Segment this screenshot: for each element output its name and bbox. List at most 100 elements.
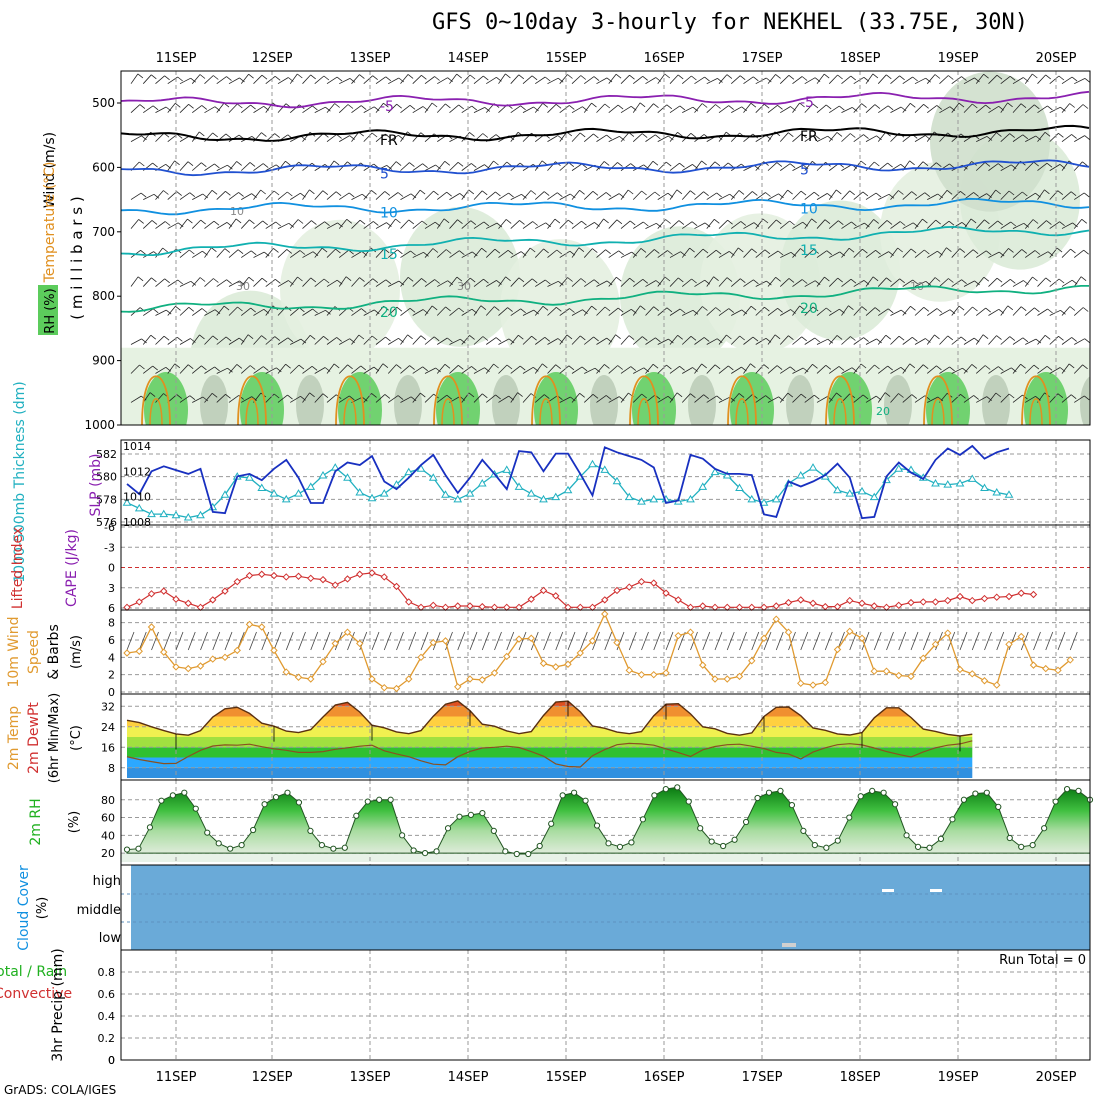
wind-barb-flag [531, 75, 538, 81]
precip-tick-label: 0.4 [98, 1010, 116, 1023]
wind-barb-flag [177, 76, 183, 82]
wind-barb [914, 104, 924, 113]
wind-barb [975, 219, 985, 229]
wind-barb-flag [1022, 337, 1029, 343]
wind-barb [375, 305, 384, 316]
wind-barb [167, 248, 177, 258]
wind-barb-flag [385, 133, 391, 139]
surface-barb [702, 631, 711, 651]
wind-barb [988, 308, 1000, 316]
wind-barb [253, 335, 262, 345]
wind-barb-flag [496, 222, 503, 228]
wind-barb [853, 222, 865, 229]
wind-speed-point [294, 673, 303, 681]
wind-barb-flag [765, 192, 771, 197]
wind-barb [694, 279, 705, 287]
wind-barb [277, 394, 288, 403]
wind-barb [302, 277, 312, 287]
wind-barb-flag [177, 279, 184, 285]
li-point [613, 586, 621, 595]
wind-barb [841, 305, 849, 316]
date-label-top: 16SEP [644, 51, 685, 66]
surface-barb [126, 631, 135, 651]
wind-barb-flag [248, 276, 255, 282]
wind-barb-flag [824, 219, 831, 225]
wind-barb [792, 279, 803, 287]
li-point [307, 574, 315, 583]
wind-barb [1000, 393, 1010, 403]
wind-barb-flag [176, 191, 182, 196]
thickness-point [318, 471, 328, 479]
wind-barb [535, 222, 546, 229]
wind-barb-flag [617, 365, 623, 370]
wind-barb-flag [801, 133, 807, 139]
wind-barb [902, 76, 913, 85]
wind-barb-flag [900, 309, 907, 315]
wind-barb [559, 105, 570, 113]
rh2m-point [628, 839, 635, 846]
wind-barb [216, 367, 228, 374]
wind-barb [375, 222, 387, 229]
wind-barb [975, 365, 986, 374]
wind-barb [939, 106, 951, 114]
wind-barb-flag [385, 76, 392, 82]
thickness-point [612, 476, 622, 485]
wind-barb [792, 367, 804, 374]
wind-barb [939, 366, 950, 374]
wind-barb-flag [701, 103, 708, 108]
wind-barb-flag [495, 191, 501, 197]
li-tick-label: 6 [108, 602, 115, 615]
wind-barb-flag [493, 363, 499, 369]
wind-barb [657, 73, 666, 84]
wind-barb [204, 220, 215, 229]
wind-barb [1000, 367, 1012, 374]
wind-barb-flag [471, 105, 478, 111]
wind-barb-flag [875, 249, 881, 255]
wind-barb-flag [187, 161, 194, 167]
wind-barb [718, 308, 730, 316]
wind-barb [473, 107, 485, 114]
wind-barb-flag [875, 192, 882, 198]
wind-barb-flag [237, 103, 243, 109]
wind-barb [608, 276, 617, 287]
wind-barb-flag [407, 74, 414, 79]
li-point [147, 590, 156, 598]
wind-barb [559, 277, 568, 287]
wind-barb-flag [1033, 161, 1039, 167]
wind-barb [926, 162, 937, 171]
wind-barb-flag [827, 135, 833, 141]
wind-barb [363, 309, 375, 316]
wind-barb [743, 133, 754, 142]
wind-barb [510, 105, 521, 113]
wind-barb [645, 280, 657, 287]
wind-barb [620, 251, 632, 258]
wind-barb [657, 250, 668, 258]
wind-barb [228, 337, 240, 345]
wind-barb [608, 73, 617, 84]
wind-speed-point [539, 659, 548, 668]
wind-barb [1012, 222, 1024, 229]
wind-barb-flag [397, 249, 403, 255]
wind-barb-flag [997, 163, 1004, 168]
wind-barb-flag [910, 102, 916, 108]
wind-barb-flag [1084, 78, 1090, 83]
wind-speed-point [356, 639, 364, 648]
wind-barb [351, 74, 360, 84]
wind-barb [1024, 161, 1034, 171]
wind-barb-flag [898, 335, 905, 341]
wind-barb [890, 278, 900, 287]
wind-barb [939, 309, 951, 316]
wind-barb [314, 221, 325, 229]
wind-barb [755, 280, 767, 287]
wind-barb [277, 280, 289, 287]
temp-tick-label: 32 [101, 700, 115, 713]
wind-barb-flag [579, 132, 586, 138]
rh2m-point [307, 827, 314, 834]
wind-barb [1037, 105, 1048, 113]
wind-barb [620, 189, 629, 200]
wind-barb-flag [666, 104, 673, 110]
wind-barb [767, 74, 776, 84]
rh2m-point [227, 845, 234, 852]
wind-barb-flag [777, 250, 784, 256]
wind-speed-point [258, 623, 266, 631]
